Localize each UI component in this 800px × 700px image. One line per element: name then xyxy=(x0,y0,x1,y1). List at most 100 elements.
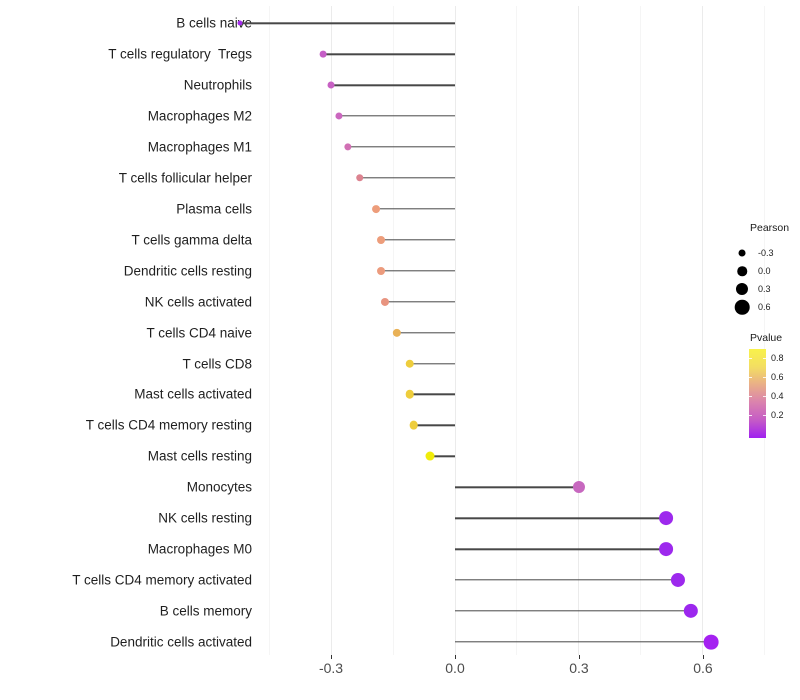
pvalue-colorbar xyxy=(749,349,766,438)
x-tick-mark xyxy=(578,655,580,659)
y-axis-label: B cells memory xyxy=(159,603,252,619)
lollipop-dot xyxy=(237,20,243,26)
lollipop-dot xyxy=(327,81,335,89)
y-axis-label: Macrophages M1 xyxy=(147,139,252,155)
lollipop-dot xyxy=(405,390,414,399)
y-axis-label: Mast cells activated xyxy=(134,386,252,402)
minor-gridline xyxy=(268,6,270,655)
lollipop-stem xyxy=(409,362,455,365)
y-axis-label: B cells naive xyxy=(176,15,252,31)
size-legend-entry-label: 0.3 xyxy=(758,284,771,294)
y-axis-label: T cells regulatory Tregs xyxy=(108,46,252,62)
colorbar-tickmark-left xyxy=(749,358,752,359)
y-axis-label: Monocytes xyxy=(186,479,252,495)
size-legend-title: Pearson xyxy=(750,222,790,234)
lollipop-dot xyxy=(658,511,673,526)
y-axis-label: T cells CD4 naive xyxy=(146,325,252,341)
y-axis-label: Mast cells resting xyxy=(147,448,252,464)
lollipop-stem xyxy=(455,548,666,550)
lollipop-stem xyxy=(455,486,579,488)
size-legend-entry-label: -0.3 xyxy=(758,248,774,258)
colorbar-tickmark-right xyxy=(763,396,766,397)
minor-gridline xyxy=(764,6,766,655)
lollipop-stem xyxy=(380,270,455,272)
colorbar-tickmark-left xyxy=(749,377,752,378)
lollipop-dot xyxy=(409,421,418,430)
minor-gridline xyxy=(640,6,642,655)
major-gridline xyxy=(578,6,580,655)
colorbar-tickmark-right xyxy=(763,358,766,359)
lollipop-stem xyxy=(413,424,455,427)
y-axis-label: Macrophages M0 xyxy=(147,541,252,557)
lollipop-stem xyxy=(380,239,455,241)
lollipop-stem xyxy=(397,331,455,334)
colorbar-tick-label: 0.2 xyxy=(771,410,784,420)
lollipop-stem xyxy=(455,579,679,581)
lollipop-stem xyxy=(359,177,455,179)
x-tick-mark xyxy=(702,655,704,659)
size-legend-entry-label: 0.0 xyxy=(758,266,771,276)
size-legend-entry-label: 0.6 xyxy=(758,302,771,312)
lollipop-dot xyxy=(343,143,352,151)
lollipop-dot xyxy=(683,603,698,619)
colorbar-tickmark-left xyxy=(749,396,752,397)
lollipop-dot xyxy=(356,174,364,182)
x-tick-label: 0.6 xyxy=(693,660,713,676)
minor-gridline xyxy=(516,6,518,655)
major-gridline xyxy=(454,6,456,655)
y-axis-label: T cells CD4 memory activated xyxy=(72,572,252,588)
lollipop-stem xyxy=(331,84,455,86)
y-axis-label: NK cells activated xyxy=(144,294,252,310)
y-axis-label: T cells CD8 xyxy=(182,356,252,372)
lollipop-stem xyxy=(240,22,455,24)
lollipop-stem xyxy=(455,610,691,612)
x-tick-label: -0.3 xyxy=(318,660,344,676)
y-axis-label: T cells gamma delta xyxy=(131,232,252,248)
lollipop-dot xyxy=(376,266,385,275)
y-axis-label: Neutrophils xyxy=(183,77,252,93)
lollipop-dot xyxy=(319,50,327,58)
colorbar-tick-label: 0.4 xyxy=(771,391,784,401)
lollipop-stem xyxy=(376,208,455,210)
lollipop-dot xyxy=(376,235,385,244)
y-axis-label: NK cells resting xyxy=(158,510,252,526)
y-axis-label: Dendritic cells resting xyxy=(123,263,252,279)
size-legend-dot xyxy=(737,266,747,276)
lollipop-stem xyxy=(409,393,455,396)
colorbar-tickmark-right xyxy=(763,415,766,416)
colorbar-tick-label: 0.6 xyxy=(771,372,784,382)
x-tick-mark xyxy=(455,655,456,659)
y-axis-label: Macrophages M2 xyxy=(147,108,252,124)
lollipop-dot xyxy=(372,204,381,213)
lollipop-stem xyxy=(430,455,455,458)
lollipop-dot xyxy=(671,572,686,588)
lollipop-dot xyxy=(392,328,402,337)
y-axis-label: T cells CD4 memory resting xyxy=(85,417,252,433)
color-legend-title: Pvalue xyxy=(750,332,783,344)
y-axis-label: Dendritic cells activated xyxy=(110,634,252,650)
major-gridline xyxy=(702,6,704,655)
lollipop-dot xyxy=(380,297,389,306)
major-gridline xyxy=(330,6,332,655)
lollipop-stem xyxy=(339,115,455,117)
colorbar-tickmark-left xyxy=(749,415,752,416)
lollipop-stem xyxy=(322,53,455,55)
colorbar-tick-label: 0.8 xyxy=(771,353,784,363)
size-legend-dot xyxy=(735,282,749,296)
lollipop-dot xyxy=(658,542,673,557)
y-axis-label: Plasma cells xyxy=(176,201,252,217)
x-tick-mark xyxy=(331,655,332,659)
lollipop-dot xyxy=(572,481,586,494)
lollipop-dot xyxy=(405,359,414,368)
lollipop-stem xyxy=(455,641,712,643)
x-tick-label: 0.3 xyxy=(569,660,589,676)
lollipop-stem xyxy=(455,517,666,519)
lollipop-dot xyxy=(703,634,719,650)
y-axis-label: T cells follicular helper xyxy=(118,170,252,186)
lollipop-stem xyxy=(384,300,455,303)
lollipop-stem xyxy=(347,146,455,148)
colorbar-tickmark-right xyxy=(763,377,766,378)
lollipop-dot xyxy=(425,451,435,461)
size-legend-dot xyxy=(734,299,750,315)
